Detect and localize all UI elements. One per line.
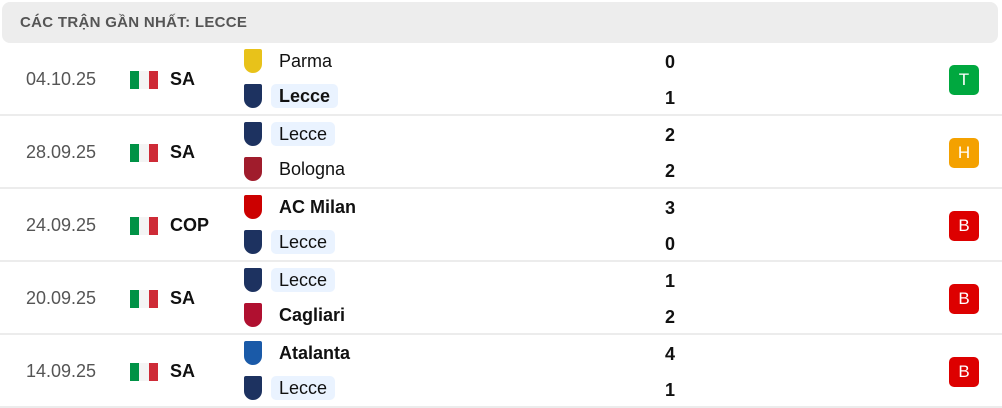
team-home[interactable]: Atalanta — [240, 338, 640, 368]
italy-flag-icon — [130, 363, 158, 381]
result-badge: B — [949, 357, 979, 387]
italy-flag-icon — [130, 290, 158, 308]
lecce-crest-icon — [244, 84, 262, 108]
home-score: 4 — [664, 344, 675, 364]
team-away[interactable]: Cagliari — [240, 300, 640, 330]
competition: COP — [170, 215, 210, 235]
team-name: Atalanta — [279, 343, 351, 363]
away-score: 0 — [664, 234, 675, 254]
competition: SA — [170, 69, 196, 89]
match-date: 14.09.25 — [26, 361, 97, 381]
home-score: 1 — [664, 271, 675, 291]
section-header: CÁC TRẬN GẦN NHẤT: LECCE — [2, 2, 998, 43]
team-away[interactable]: Lecce — [240, 227, 640, 257]
team-name: Lecce — [271, 122, 336, 146]
match-row[interactable]: 28.09.25 SA Lecce 2 Bologna 2 H — [0, 116, 1002, 189]
ac-milan-crest-icon — [244, 195, 262, 219]
team-name: Lecce — [271, 230, 336, 254]
match-row[interactable]: 14.09.25 SA Atalanta 4 Lecce 1 B — [0, 335, 1002, 408]
team-name: Lecce — [271, 376, 336, 400]
match-row[interactable]: 20.09.25 SA Lecce 1 Cagliari 2 B — [0, 262, 1002, 335]
team-home[interactable]: Parma — [240, 46, 640, 76]
match-date: 24.09.25 — [26, 215, 97, 235]
parma-crest-icon — [244, 49, 262, 73]
team-name: Bologna — [279, 159, 346, 179]
away-score: 2 — [664, 161, 675, 181]
lecce-crest-icon — [244, 376, 262, 400]
result-badge: H — [949, 138, 979, 168]
italy-flag-icon — [130, 217, 158, 235]
lecce-crest-icon — [244, 230, 262, 254]
team-name: Lecce — [271, 268, 336, 292]
team-name: Lecce — [271, 84, 339, 108]
italy-flag-icon — [130, 71, 158, 89]
bologna-crest-icon — [244, 157, 262, 181]
team-away[interactable]: Bologna — [240, 154, 640, 184]
competition: SA — [170, 288, 196, 308]
lecce-crest-icon — [244, 268, 262, 292]
match-date: 20.09.25 — [26, 288, 97, 308]
team-away[interactable]: Lecce — [240, 373, 640, 403]
atalanta-crest-icon — [244, 341, 262, 365]
home-score: 0 — [664, 52, 675, 72]
match-date: 28.09.25 — [26, 142, 97, 162]
team-name: AC Milan — [279, 197, 357, 217]
home-score: 3 — [664, 198, 675, 218]
lecce-crest-icon — [244, 122, 262, 146]
away-score: 1 — [664, 88, 675, 108]
competition: SA — [170, 361, 196, 381]
result-badge: B — [949, 211, 979, 241]
result-badge: T — [949, 65, 979, 95]
section-title: CÁC TRẬN GẦN NHẤT: LECCE — [20, 14, 248, 31]
team-away[interactable]: Lecce — [240, 81, 640, 111]
team-home[interactable]: Lecce — [240, 265, 640, 295]
team-name: Parma — [279, 51, 333, 71]
away-score: 2 — [664, 307, 675, 327]
match-row[interactable]: 04.10.25 SA Parma 0 Lecce 1 T — [0, 43, 1002, 116]
team-name: Cagliari — [279, 305, 346, 325]
match-row[interactable]: 24.09.25 COP AC Milan 3 Lecce 0 B — [0, 189, 1002, 262]
match-date: 04.10.25 — [26, 69, 97, 89]
cagliari-crest-icon — [244, 303, 262, 327]
result-badge: B — [949, 284, 979, 314]
italy-flag-icon — [130, 144, 158, 162]
competition: SA — [170, 142, 196, 162]
home-score: 2 — [664, 125, 675, 145]
team-home[interactable]: AC Milan — [240, 192, 640, 222]
away-score: 1 — [664, 380, 675, 400]
team-home[interactable]: Lecce — [240, 119, 640, 149]
